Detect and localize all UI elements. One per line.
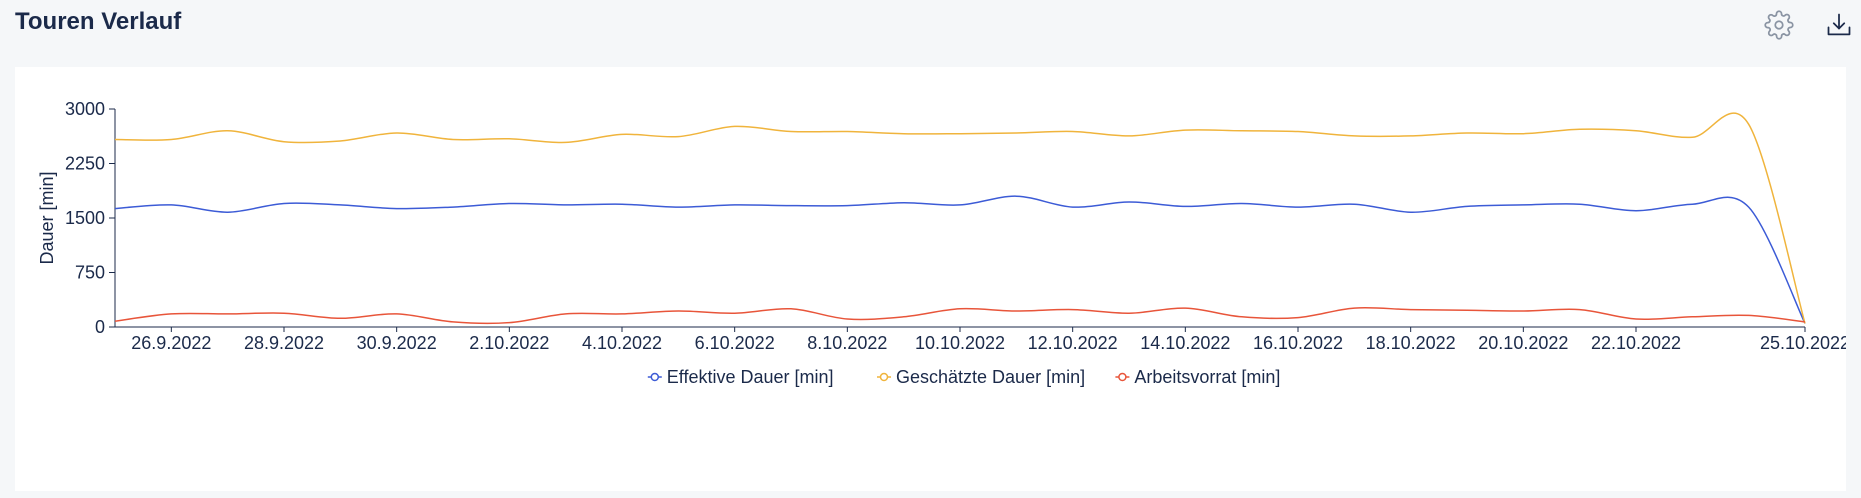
y-axis-label: Dauer [min] (37, 171, 57, 264)
legend-item-0[interactable]: Effektive Dauer [min] (647, 367, 834, 387)
legend-item-1[interactable]: Geschätzte Dauer [min] (877, 367, 1085, 387)
y-tick-label: 0 (95, 317, 105, 337)
y-tick-label: 3000 (65, 99, 105, 119)
line-chart: 0 750 1500 2250 3000 Dauer [min] 26.9.2022 28.9… (37, 99, 1850, 387)
x-tick-label: 12.10.2022 (1028, 333, 1118, 353)
page-title: Touren Verlauf (15, 8, 182, 35)
x-tick-label: 8.10.2022 (807, 333, 887, 353)
x-tick-label: 30.9.2022 (357, 333, 437, 353)
download-button[interactable] (1822, 8, 1856, 42)
x-tick-label: 4.10.2022 (582, 333, 662, 353)
download-icon (1827, 13, 1851, 36)
legend-marker (1118, 372, 1127, 382)
series-line-1[interactable] (114, 112, 1806, 324)
x-tick-label: 6.10.2022 (695, 333, 775, 353)
settings-button[interactable] (1762, 8, 1796, 42)
chart-axes: 0 750 1500 2250 3000 Dauer [min] 26.9.2022 28.9… (37, 99, 1850, 353)
header: Touren Verlauf (0, 0, 1861, 66)
legend-marker (650, 372, 660, 382)
legend-label: Effektive Dauer [min] (667, 367, 834, 387)
gear-icon (1764, 10, 1794, 40)
x-tick-label: 26.9.2022 (131, 333, 211, 353)
series-line-0[interactable] (114, 195, 1806, 324)
legend-marker (879, 372, 889, 382)
chart-card: 0 750 1500 2250 3000 Dauer [min] 26.9.2022 28.9… (15, 67, 1850, 491)
x-tick-label: 22.10.2022 (1591, 333, 1681, 353)
x-tick-label: 20.10.2022 (1478, 333, 1568, 353)
series-line-2[interactable] (114, 306, 1806, 325)
x-tick-label: 18.10.2022 (1366, 333, 1456, 353)
x-tick-label: 14.10.2022 (1140, 333, 1230, 353)
y-tick-label: 750 (75, 263, 105, 283)
x-tick-label: 10.10.2022 (915, 333, 1005, 353)
x-tick-label: 16.10.2022 (1253, 333, 1343, 353)
series-layer (114, 112, 1806, 325)
x-tick-label: 2.10.2022 (469, 333, 549, 353)
x-tick-label: 28.9.2022 (244, 333, 324, 353)
legend-label: Geschätzte Dauer [min] (896, 367, 1085, 387)
legend-label: Arbeitsvorrat [min] (1134, 367, 1280, 387)
y-tick-label: 1500 (65, 208, 105, 228)
y-tick-label: 2250 (65, 154, 105, 174)
legend-item-2[interactable]: Arbeitsvorrat [min] (1115, 367, 1280, 387)
x-tick-label: 25.10.2022 (1760, 333, 1846, 353)
legend: Effektive Dauer [min] Geschätzte Dauer [m… (647, 367, 1280, 387)
